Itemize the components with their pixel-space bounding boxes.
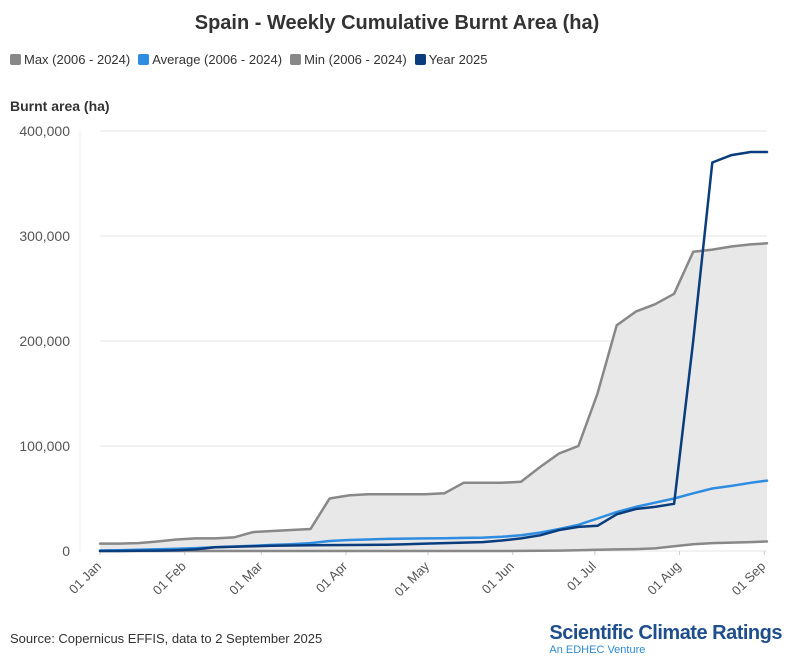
x-tick-label: 01 May — [391, 558, 432, 599]
x-tick-label: 01 Jul — [564, 558, 599, 593]
series-line-3 — [98, 150, 769, 553]
series-line-2 — [98, 540, 769, 553]
legend-label-max: Max (2006 - 2024) — [24, 52, 131, 67]
legend-label-min: Min (2006 - 2024) — [304, 52, 407, 67]
legend-item-average[interactable]: Average (2006 - 2024) — [138, 52, 282, 67]
x-tick-label: 01 Apr — [313, 558, 351, 596]
y-tick-label: 400,000 — [19, 123, 70, 139]
x-tick-label: 01 Sep — [729, 559, 769, 599]
legend-item-min[interactable]: Min (2006 - 2024) — [290, 52, 407, 67]
x-tick-label: 01 Jun — [479, 559, 517, 597]
brand-name: Scientific Climate Ratings — [549, 622, 782, 644]
legend-swatch-max — [10, 54, 21, 65]
legend-label-2025: Year 2025 — [428, 52, 488, 67]
legend: Max (2006 - 2024) Average (2006 - 2024) … — [10, 52, 488, 67]
y-tick-label: 300,000 — [19, 228, 70, 244]
y-axis-label: Burnt area (ha) — [10, 98, 110, 114]
source-note: Source: Copernicus EFFIS, data to 2 Sept… — [10, 631, 323, 646]
legend-label-average: Average (2006 - 2024) — [152, 52, 283, 67]
series-line-0 — [98, 242, 769, 545]
x-tick-label: 01 Aug — [644, 559, 683, 598]
chart-plot-area: 0 100,000 200,000 300,000 400,000 01 Jan 01 Fe… — [19, 123, 769, 599]
y-tick-label: 100,000 — [19, 438, 70, 454]
legend-swatch-2025 — [414, 54, 426, 65]
y-tick-label: 200,000 — [19, 333, 70, 349]
legend-swatch-average — [138, 54, 150, 65]
brand-logo: Scientific Climate Ratings An EDHEC Vent… — [549, 622, 782, 656]
legend-item-2025[interactable]: Year 2025 — [414, 52, 488, 67]
x-tick-label: 01 Feb — [150, 559, 189, 598]
legend-swatch-min — [290, 54, 302, 65]
chart-title: Spain - Weekly Cumulative Burnt Area (ha… — [194, 12, 600, 34]
x-tick-label: 01 Mar — [226, 558, 266, 598]
brand-subtitle: An EDHEC Venture — [549, 644, 646, 656]
y-tick-label: 0 — [62, 543, 70, 559]
legend-item-max[interactable]: Max (2006 - 2024) — [10, 52, 130, 67]
x-tick-label: 01 Jan — [66, 559, 104, 597]
range-band — [100, 243, 767, 552]
